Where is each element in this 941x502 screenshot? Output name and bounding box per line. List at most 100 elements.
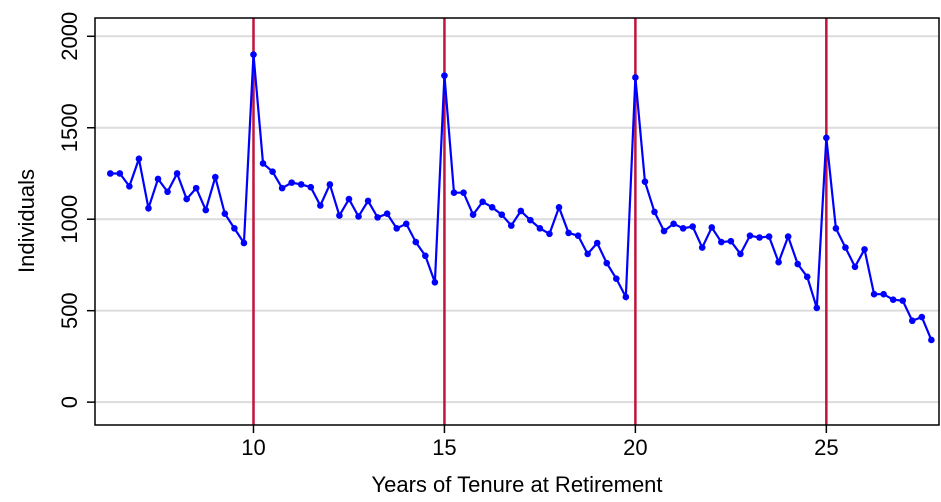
x-tick-label: 10 [241, 435, 265, 460]
data-point [803, 273, 811, 281]
data-point [603, 259, 611, 267]
data-point [928, 336, 935, 344]
data-point [718, 238, 725, 246]
data-point [918, 313, 926, 321]
data-point [231, 225, 238, 232]
data-point [737, 250, 744, 258]
data-point [727, 237, 735, 245]
data-point [632, 74, 639, 81]
data-point [355, 213, 362, 220]
data-point [765, 233, 773, 240]
data-point [307, 183, 315, 191]
data-point [584, 250, 591, 258]
data-point [192, 184, 200, 192]
data-point [269, 168, 276, 175]
data-point [612, 275, 620, 282]
data-point [250, 51, 257, 58]
data-point [259, 160, 267, 167]
data-point [708, 224, 716, 231]
data-point [507, 222, 515, 229]
data-point [317, 202, 324, 209]
data-point [565, 229, 572, 237]
data-point [402, 220, 410, 228]
data-point [164, 188, 171, 196]
data-point [202, 206, 210, 214]
data-point [240, 239, 248, 247]
data-point [221, 210, 229, 218]
data-point [288, 179, 295, 186]
y-axis-label: Individuals [14, 169, 39, 273]
data-point [651, 208, 658, 216]
data-point [297, 181, 305, 188]
data-point [441, 72, 448, 79]
data-point [670, 220, 677, 228]
y-tick-label: 1000 [57, 195, 82, 244]
data-point [842, 244, 849, 251]
data-point [775, 258, 782, 266]
data-point [851, 263, 859, 271]
data-point [832, 225, 840, 232]
data-point [116, 170, 124, 177]
data-point [698, 244, 706, 251]
data-point [173, 170, 181, 177]
x-axis-label: Years of Tenure at Retirement [371, 472, 662, 497]
data-point [823, 134, 830, 142]
data-point [450, 189, 458, 196]
data-point [527, 216, 534, 224]
y-tick-label: 1500 [57, 103, 82, 152]
data-point [183, 195, 190, 203]
data-point [908, 317, 916, 325]
data-point [546, 230, 553, 238]
x-tick-label: 15 [432, 435, 456, 460]
x-tick-label: 25 [814, 435, 838, 460]
data-point [622, 293, 630, 301]
data-point [794, 260, 801, 268]
data-point [641, 178, 649, 186]
data-point [679, 225, 687, 232]
data-point [784, 233, 792, 240]
data-point [689, 223, 696, 230]
data-point [574, 232, 582, 239]
data-point [364, 197, 372, 205]
data-point [412, 238, 420, 246]
data-point [393, 225, 401, 232]
data-point [460, 189, 467, 196]
x-tick-label: 20 [623, 435, 647, 460]
plot-frame [94, 17, 940, 426]
data-point [135, 155, 143, 163]
data-point [870, 290, 878, 298]
y-tick-label: 2000 [57, 12, 82, 61]
data-point [345, 195, 353, 203]
data-point [746, 232, 754, 239]
data-point [660, 227, 668, 235]
data-point [106, 170, 114, 177]
y-tick-label: 0 [57, 396, 82, 408]
data-point [593, 239, 601, 247]
data-line [110, 54, 933, 341]
y-tick-label: 500 [57, 292, 82, 329]
data-point [278, 184, 286, 192]
data-point [813, 304, 821, 312]
data-point [126, 182, 133, 190]
data-point [498, 211, 506, 218]
data-point [326, 181, 334, 188]
data-point [336, 212, 343, 219]
data-point [431, 279, 439, 286]
data-point [517, 207, 525, 215]
data-point [479, 198, 486, 206]
data-point [756, 234, 763, 241]
data-point [145, 204, 152, 212]
data-point [889, 296, 897, 303]
data-point [555, 204, 563, 211]
data-point [374, 214, 381, 221]
data-point [383, 210, 391, 218]
data-point [899, 297, 907, 304]
data-point [154, 175, 162, 183]
data-point [488, 204, 496, 211]
data-point [211, 173, 219, 181]
data-point [469, 211, 477, 218]
data-point [880, 290, 887, 298]
data-point [861, 246, 868, 253]
data-point [536, 225, 544, 232]
